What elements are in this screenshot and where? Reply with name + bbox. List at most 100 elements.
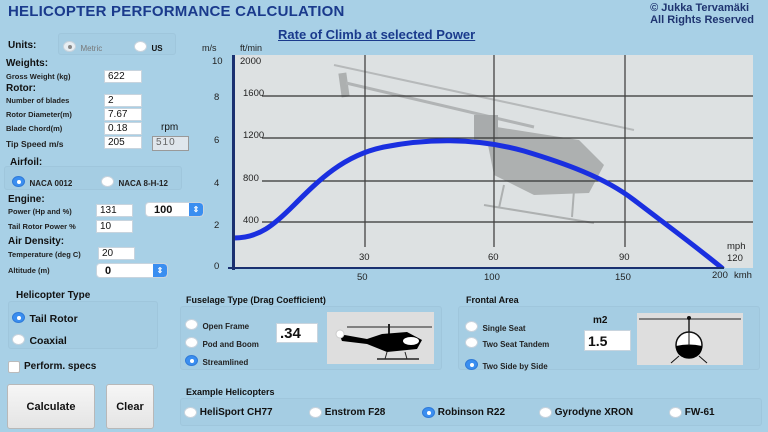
helicopter-front-icon [639,316,741,364]
radio-icon [12,176,25,188]
units-metric-radio[interactable]: Metric [63,38,102,56]
blades-label: Number of blades [6,96,70,105]
radio-icon [422,407,435,418]
y-right-tick: 2000 [240,56,262,67]
y-left-tick: 0 [214,261,220,272]
fuselage-open-frame-label: Open Frame [202,322,250,331]
airfoil-naca0012-radio[interactable]: NACA 0012 [12,173,72,191]
frontal-view-image [637,313,743,365]
radio-icon [539,407,552,418]
radio-icon [185,319,198,331]
x-top-tick: 90 [619,252,630,263]
copyright-line2: All Rights Reserved [650,14,754,26]
frontal-two-tandem-label: Two Seat Tandem [482,340,550,349]
blade-chord-input[interactable]: 0.18 [104,122,142,135]
calculate-button[interactable]: Calculate [7,384,95,429]
altitude-select[interactable]: 0 ⇕ [96,263,168,278]
weights-heading: Weights: [6,58,49,69]
air-density-heading: Air Density: [8,236,65,247]
x-bottom-unit: kmh [734,270,752,281]
radio-icon [101,176,114,188]
airfoil-group [4,166,182,190]
y-right-tick: 1600 [243,88,265,99]
y-left-tick: 10 [212,56,223,67]
drag-coefficient-input[interactable]: .34 [276,323,318,343]
radio-icon [669,407,682,418]
radio-icon [465,359,478,371]
perform-specs-checkbox[interactable] [8,361,20,373]
y-right-tick: 800 [243,173,259,184]
frontal-side-by-side-label: Two Side by Side [482,362,548,371]
fuselage-pod-boom-radio[interactable]: Pod and Boom [185,334,259,352]
example-robinson-radio[interactable]: Robinson R22 [422,407,505,418]
tail-rotor-power-input[interactable]: 10 [96,220,133,233]
x-bottom-tick: 50 [357,272,368,283]
chart-plot-area [231,55,753,271]
frontal-area-unit: m2 [593,315,608,326]
example-gyrodyne-label: Gyrodyne XRON [554,407,634,419]
example-gyrodyne-radio[interactable]: Gyrodyne XRON [539,407,633,418]
chart-title: Rate of Climb at selected Power [278,27,476,42]
y-left-unit: m/s [202,43,217,53]
y-left-tick: 2 [214,220,220,231]
y-left-tick: 4 [214,178,220,189]
type-coaxial-label: Coaxial [29,335,67,347]
power-input[interactable]: 131 [96,204,133,217]
tip-speed-input[interactable]: 205 [104,136,142,149]
radio-icon [465,337,478,349]
units-metric-label: Metric [80,44,103,53]
horizontal-gridlines [262,95,753,223]
radio-icon [465,321,478,333]
frontal-two-tandem-radio[interactable]: Two Seat Tandem [465,334,549,352]
fuselage-pod-boom-label: Pod and Boom [202,340,259,349]
example-fw61-radio[interactable]: FW-61 [669,407,715,418]
example-enstrom-radio[interactable]: Enstrom F28 [309,407,385,418]
x-top-tick: 30 [359,252,370,263]
gross-weight-label: Gross Weight (kg) [6,72,71,81]
power-percent-select[interactable]: 100 ⇕ [145,202,204,217]
stepper-icon: ⇕ [189,203,203,216]
power-label: Power (Hp and %) [8,207,72,216]
units-group [58,33,176,55]
frontal-area-input[interactable]: 1.5 [584,330,631,351]
app-title: HELICOPTER PERFORMANCE CALCULATION [8,3,345,20]
frontal-side-by-side-radio[interactable]: Two Side by Side [465,356,548,374]
fuselage-heading: Fuselage Type (Drag Coefficient) [186,295,326,305]
airfoil-naca8h12-label: NACA 8-H-12 [118,179,168,188]
frontal-single-seat-radio[interactable]: Single Seat [465,318,526,336]
example-helisport-radio[interactable]: HeliSport CH77 [184,407,273,418]
type-tail-rotor-radio[interactable]: Tail Rotor [12,309,78,327]
x-bottom-tick: 100 [484,272,500,283]
fuselage-streamlined-label: Streamlined [202,358,249,367]
temperature-label: Temperature (deg C) [8,250,81,259]
rate-of-climb-chart [231,55,753,271]
x-top-tick: 120 [727,253,743,264]
rate-of-climb-curve [231,138,725,271]
type-coaxial-radio[interactable]: Coaxial [12,331,67,349]
radio-icon [12,312,25,324]
rotor-diameter-input[interactable]: 7.67 [104,108,142,121]
altitude-value: 0 [105,265,112,277]
frontal-area-heading: Frontal Area [466,295,519,305]
clear-button[interactable]: Clear [106,384,154,429]
example-fw61-label: FW-61 [684,407,715,419]
rotor-heading: Rotor: [6,83,36,94]
x-bottom-tick: 200 [712,270,728,281]
units-us-label: US [151,44,163,53]
gross-weight-input[interactable]: 622 [104,70,142,83]
units-us-radio[interactable]: US [134,38,163,56]
fuselage-streamlined-radio[interactable]: Streamlined [185,352,248,370]
radio-icon [12,334,25,346]
fuselage-side-view-image [327,312,434,364]
blades-input[interactable]: 2 [104,94,142,107]
x-top-tick: 60 [488,252,499,263]
airfoil-naca8h12-radio[interactable]: NACA 8-H-12 [101,173,168,191]
y-right-tick: 1200 [243,130,265,141]
tip-speed-label: Tip Speed m/s [6,139,64,149]
frontal-single-seat-label: Single Seat [482,324,526,333]
fuselage-open-frame-radio[interactable]: Open Frame [185,316,249,334]
radio-icon [63,41,76,53]
tail-rotor-power-label: Tail Rotor Power % [8,222,76,231]
temperature-input[interactable]: 20 [98,247,135,260]
helicopter-type-heading: Helicopter Type [16,290,91,301]
